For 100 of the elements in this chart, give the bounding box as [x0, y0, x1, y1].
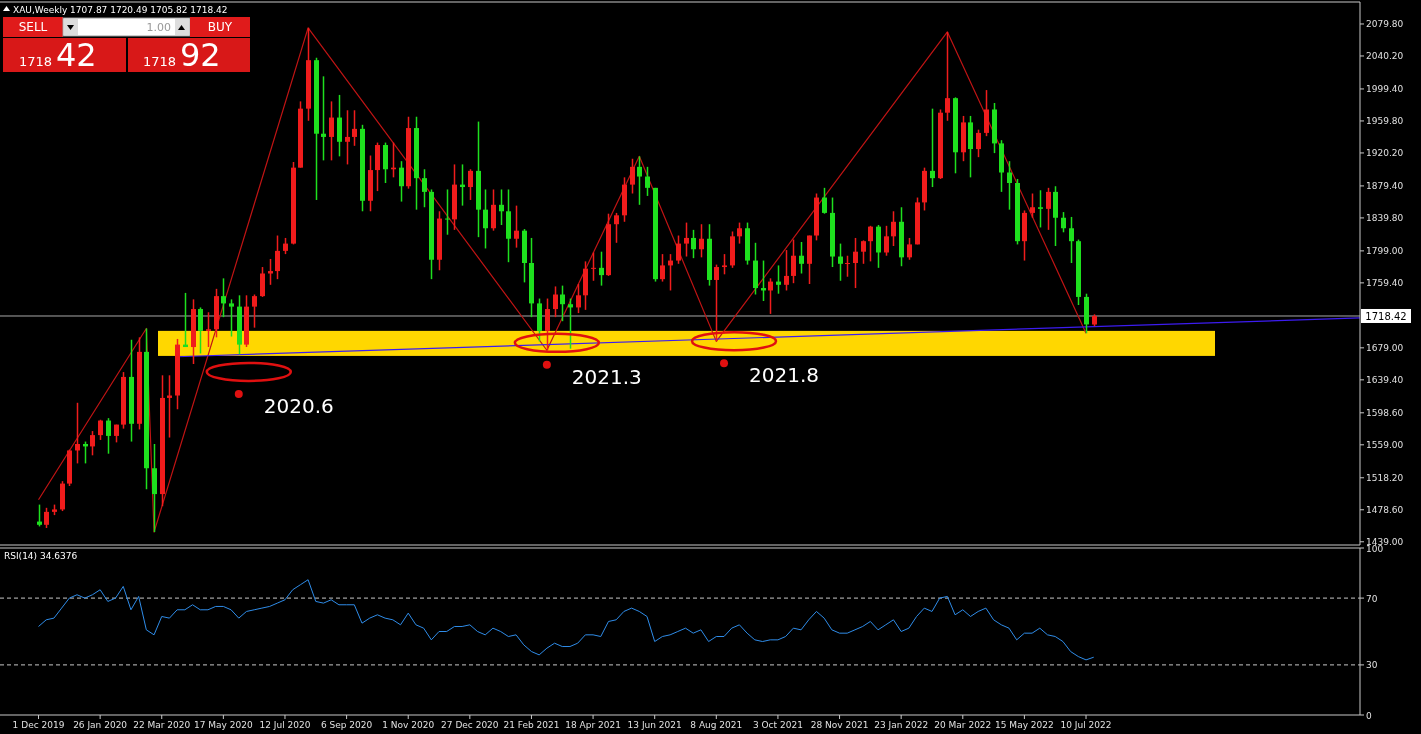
y-tick-label: 1598.60 — [1366, 408, 1404, 419]
candlestick — [884, 225, 889, 257]
candlestick — [714, 263, 719, 343]
candlestick — [945, 31, 950, 122]
y-tick-label: 70 — [1366, 593, 1378, 604]
candlestick — [784, 249, 789, 292]
candlestick — [483, 188, 488, 250]
annotation: 2021.3 — [571, 364, 642, 389]
annotation: 1718 — [18, 54, 52, 69]
y-tick-label: 1999.40 — [1366, 84, 1404, 95]
candlestick — [352, 109, 357, 147]
candlestick — [491, 188, 496, 232]
candlestick — [838, 242, 843, 282]
candlestick — [229, 298, 234, 338]
candlestick — [1030, 192, 1035, 219]
candlestick — [660, 253, 665, 283]
ref-line-label: 1718.42 — [1365, 310, 1407, 322]
annotation: 1718 — [142, 54, 176, 69]
annotation: 1.00 — [146, 21, 171, 34]
candlestick — [44, 507, 49, 529]
y-tick-label: 1478.60 — [1366, 505, 1404, 516]
x-tick-label: 10 Jul 2022 — [1060, 720, 1112, 730]
y-tick-label: 1759.40 — [1366, 278, 1404, 289]
candlestick — [206, 311, 211, 348]
candlestick — [514, 204, 519, 249]
candlestick — [260, 266, 265, 298]
candlestick — [545, 297, 550, 352]
candlestick — [1007, 160, 1012, 211]
candlestick — [1038, 189, 1043, 229]
y-tick-label: 1679.00 — [1366, 343, 1404, 354]
x-tick-label: 1 Dec 2019 — [12, 720, 65, 730]
candlestick — [422, 168, 427, 208]
candlestick — [221, 277, 226, 318]
candlestick — [106, 417, 111, 455]
candlestick — [637, 155, 642, 206]
candlestick — [90, 430, 95, 457]
annotation: 2021.8 — [749, 363, 819, 388]
candlestick — [684, 221, 689, 258]
x-tick-label: 15 May 2022 — [995, 720, 1054, 730]
y-tick-label: 0 — [1366, 710, 1372, 721]
candlestick — [321, 75, 326, 162]
candlestick — [75, 402, 80, 465]
candlestick — [268, 258, 273, 286]
candlestick — [822, 187, 827, 215]
candlestick — [1069, 216, 1074, 264]
candlestick — [576, 283, 581, 314]
candlestick — [868, 225, 873, 263]
candlestick — [329, 100, 334, 162]
candlestick — [445, 188, 450, 236]
x-tick-label: 20 Mar 2022 — [934, 720, 992, 730]
candlestick — [560, 284, 565, 322]
line-series — [38, 579, 1095, 661]
x-tick-label: 17 May 2020 — [194, 720, 253, 730]
candlestick — [845, 254, 850, 278]
candlestick — [614, 212, 619, 244]
candlestick — [468, 168, 473, 201]
candlestick — [907, 237, 912, 261]
candlestick — [345, 109, 350, 166]
x-tick-label: 23 Jan 2022 — [874, 720, 929, 730]
y-tick-label: 1518.20 — [1366, 473, 1404, 484]
y-tick-label: 1959.80 — [1366, 116, 1404, 127]
y-tick-label: 2040.20 — [1366, 51, 1404, 62]
y-tick-label: 1559.00 — [1366, 440, 1404, 451]
x-tick-label: 27 Dec 2020 — [441, 720, 499, 730]
candlestick — [699, 223, 704, 259]
candlestick — [499, 188, 504, 226]
candlestick — [198, 306, 203, 355]
y-tick-label: 2079.80 — [1366, 19, 1404, 30]
candlestick — [399, 160, 404, 203]
y-tick-label: 1920.20 — [1366, 148, 1404, 159]
x-tick-label: 13 Jun 2021 — [627, 720, 682, 730]
x-tick-label: 6 Sep 2020 — [320, 720, 373, 730]
candlestick — [691, 229, 696, 259]
annotation: 2020.6 — [263, 393, 334, 418]
chart-title: XAU,Weekly 1707.87 1720.49 1705.82 1718.42 — [13, 5, 228, 15]
candlestick — [591, 251, 596, 282]
candlestick — [853, 237, 858, 289]
candlestick — [676, 234, 681, 265]
x-tick-label: 1 Nov 2020 — [382, 720, 435, 730]
candlestick — [1046, 187, 1051, 231]
candlestick — [930, 107, 935, 188]
candlestick — [722, 253, 727, 276]
x-tick-label: 8 Aug 2021 — [690, 720, 743, 730]
candlestick — [976, 128, 981, 158]
candlestick — [645, 166, 650, 197]
candlestick — [891, 210, 896, 247]
y-tick-label: 1639.40 — [1366, 375, 1404, 386]
y-tick-label: 30 — [1366, 660, 1378, 671]
x-tick-label: 3 Oct 2021 — [752, 720, 803, 730]
candlestick — [768, 277, 773, 315]
candlestick — [568, 297, 573, 350]
chart-title: RSI(14) 34.6376 — [4, 551, 78, 561]
candlestick — [275, 234, 280, 280]
candlestick — [1061, 211, 1066, 234]
y-tick-label: 1799.00 — [1366, 246, 1404, 257]
x-tick-label: 18 Apr 2021 — [565, 720, 621, 730]
candlestick — [630, 158, 635, 195]
candlestick — [737, 221, 742, 245]
x-tick-label: 28 Nov 2021 — [810, 720, 869, 730]
x-tick-label: 21 Feb 2021 — [503, 720, 560, 730]
